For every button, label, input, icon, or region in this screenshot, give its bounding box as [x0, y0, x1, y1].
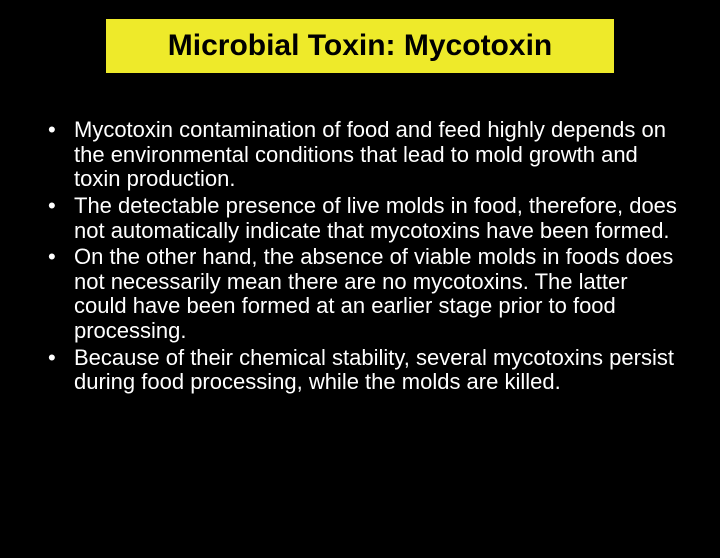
list-item: The detectable presence of live molds in… — [40, 194, 680, 243]
list-item: On the other hand, the absence of viable… — [40, 245, 680, 344]
content-area: Mycotoxin contamination of food and feed… — [0, 118, 720, 395]
list-item: Because of their chemical stability, sev… — [40, 346, 680, 395]
list-item: Mycotoxin contamination of food and feed… — [40, 118, 680, 192]
bullet-list: Mycotoxin contamination of food and feed… — [40, 118, 680, 395]
slide-title: Microbial Toxin: Mycotoxin — [114, 29, 606, 63]
title-box: Microbial Toxin: Mycotoxin — [105, 18, 615, 74]
